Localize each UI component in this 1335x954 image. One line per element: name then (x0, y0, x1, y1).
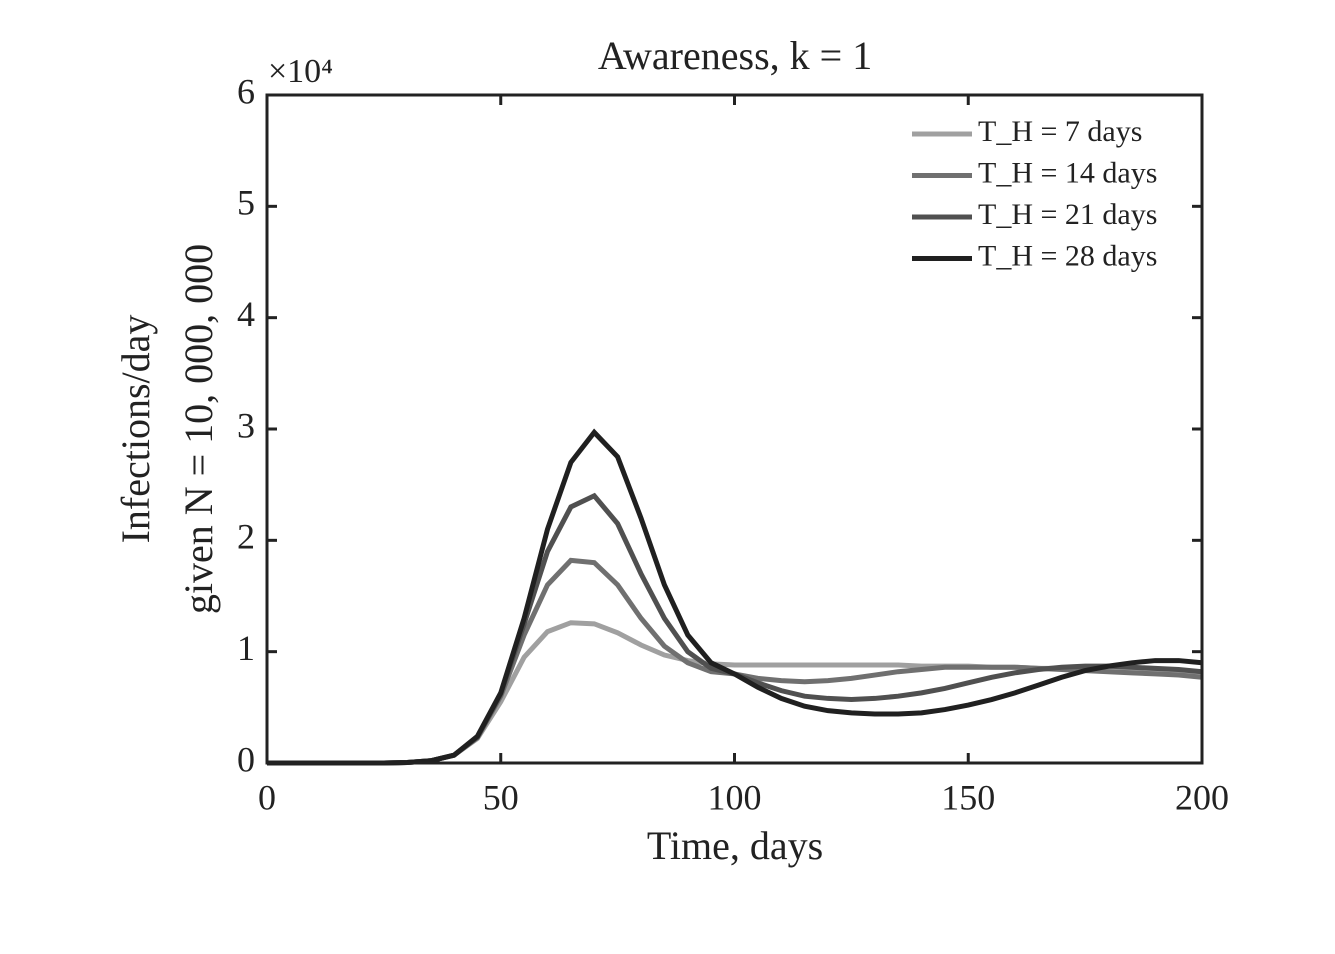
x-axis-label: Time, days (647, 823, 823, 868)
y-tick-label: 5 (237, 183, 255, 223)
y-axis-label: given N = 10, 000, 000 (176, 244, 221, 614)
y-tick-label: 2 (237, 517, 255, 557)
x-tick-label: 150 (941, 777, 995, 817)
y-tick-label: 6 (237, 71, 255, 111)
x-tick-label: 50 (483, 777, 519, 817)
legend-label: T_H = 21 days (978, 198, 1157, 231)
x-tick-label: 200 (1175, 777, 1229, 817)
legend-label: T_H = 14 days (978, 156, 1157, 189)
chart-title: Awareness, k = 1 (598, 33, 872, 78)
y-tick-label: 1 (237, 628, 255, 668)
series-line (267, 428, 1203, 766)
legend-label: T_H = 28 days (978, 239, 1157, 272)
legend-label: T_H = 7 days (978, 115, 1142, 148)
x-tick-label: 0 (258, 777, 276, 817)
series-line (267, 557, 1203, 766)
y-tick-label: 4 (237, 294, 255, 334)
y-axis-label: Infections/day (113, 315, 158, 544)
x-tick-label: 100 (708, 777, 762, 817)
series-line (267, 492, 1203, 766)
plot-frame (265, 93, 1204, 765)
y-tick-label: 3 (237, 405, 255, 445)
series-line (267, 620, 1203, 766)
y-multiplier: ×10⁴ (268, 53, 333, 90)
y-tick-label: 0 (237, 739, 255, 779)
